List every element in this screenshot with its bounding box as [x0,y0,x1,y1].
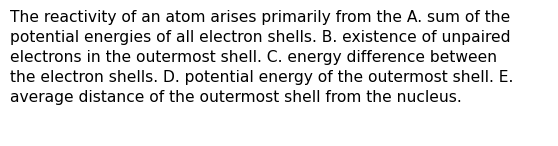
Text: The reactivity of an atom arises primarily from the A. sum of the
potential ener: The reactivity of an atom arises primari… [10,10,513,105]
